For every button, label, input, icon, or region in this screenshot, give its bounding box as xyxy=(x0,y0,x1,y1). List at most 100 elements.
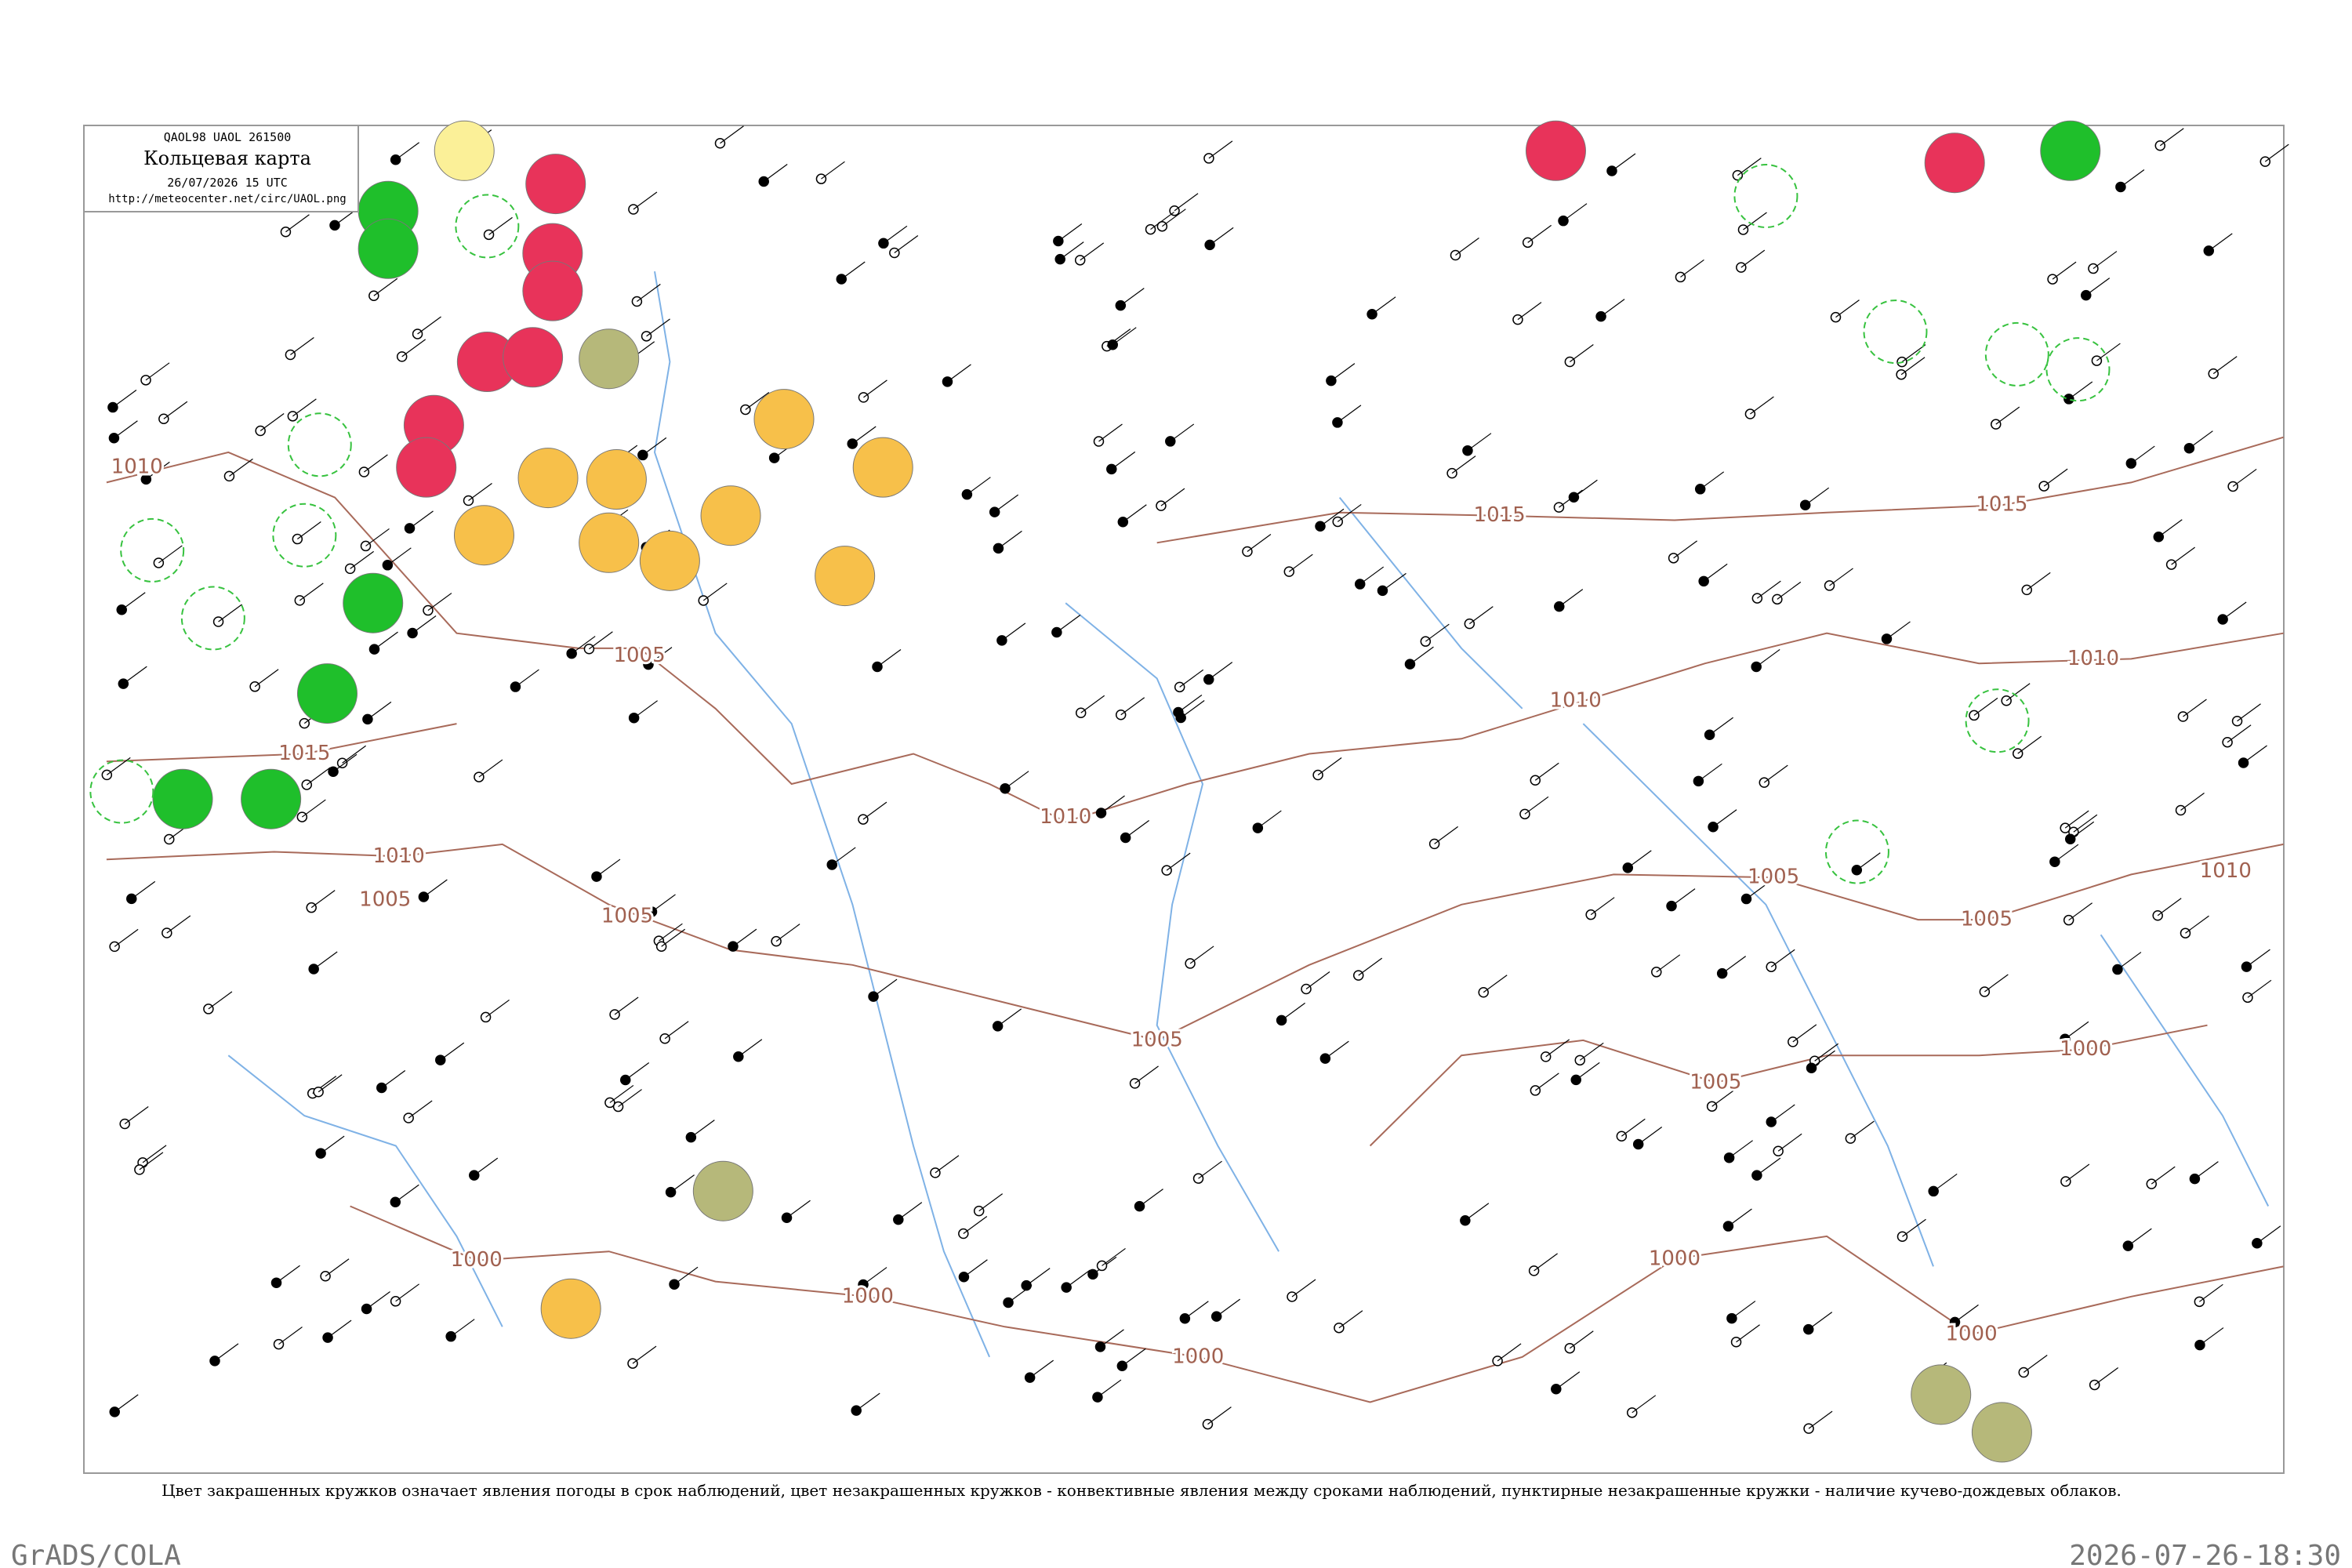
wind-barb xyxy=(1112,327,1137,346)
wind-barb xyxy=(1849,1120,1875,1139)
wind-barb xyxy=(374,631,398,650)
wind-barb xyxy=(661,928,686,947)
wind-barb xyxy=(1729,1140,1753,1159)
wind-barb xyxy=(1770,1104,1795,1123)
wind-barb xyxy=(1590,897,1615,916)
wind-barb xyxy=(1569,1330,1594,1349)
wind-barb xyxy=(659,923,683,942)
wind-barb xyxy=(296,521,321,540)
station xyxy=(1595,310,1606,322)
wind-barb xyxy=(1305,971,1330,990)
wind-barb xyxy=(121,592,146,611)
wind-barb xyxy=(2243,745,2267,764)
cb-circle xyxy=(120,517,185,583)
isobar-label: 1010 xyxy=(111,456,163,479)
wind-barb xyxy=(1125,819,1150,838)
river xyxy=(227,1054,503,1327)
wind-barb xyxy=(1160,488,1185,506)
wind-barb xyxy=(691,1120,715,1138)
wind-barb xyxy=(1703,563,1728,582)
wind-barb xyxy=(1534,1073,1559,1091)
isobar-label: 1000 xyxy=(842,1284,894,1308)
wind-barb xyxy=(1777,581,1802,600)
footer-right: 2026-07-26-18:30 xyxy=(2069,1540,2341,1568)
wind-barb xyxy=(994,494,1019,513)
wind-barb xyxy=(1621,1118,1646,1137)
wind-barb xyxy=(2194,1161,2219,1180)
wind-barb xyxy=(381,1070,406,1088)
isobar-label: 1000 xyxy=(1172,1345,1224,1368)
wind-barb xyxy=(1750,396,1774,415)
wind-barb xyxy=(1338,1310,1363,1329)
wind-barb xyxy=(1627,850,1652,869)
wind-barb xyxy=(786,1200,811,1218)
wind-barb xyxy=(166,915,191,934)
wind-barb xyxy=(1198,1160,1222,1179)
wind-barb xyxy=(1534,762,1559,781)
wind-barb xyxy=(738,1039,763,1058)
wind-barb xyxy=(365,528,390,546)
wind-barb xyxy=(863,379,887,398)
wind-barb xyxy=(254,669,279,688)
wind-barb xyxy=(625,1062,650,1080)
wind-barb xyxy=(1901,344,1926,363)
isobar-label: 1005 xyxy=(359,888,411,912)
wind-barb xyxy=(1995,406,2020,425)
weather-circle xyxy=(1971,1402,2032,1463)
wind-barb xyxy=(2158,519,2183,538)
wind-barb xyxy=(2237,703,2261,722)
wind-barb xyxy=(401,339,426,358)
wind-barb xyxy=(2070,821,2095,840)
cb-circle xyxy=(180,586,245,651)
wind-barb xyxy=(1058,223,1083,241)
wind-barb xyxy=(821,161,845,180)
wind-barb xyxy=(2096,343,2121,361)
isobar-label: 1000 xyxy=(1945,1322,1997,1345)
wind-barb xyxy=(1179,669,1204,688)
river xyxy=(1338,496,1523,710)
wind-barb xyxy=(1358,957,1383,976)
wind-barb xyxy=(1770,949,1795,967)
wind-barb xyxy=(1835,299,1860,318)
wind-barb xyxy=(2094,1367,2119,1385)
wind-barb xyxy=(1134,1065,1159,1084)
wind-barb xyxy=(1097,1379,1122,1398)
wind-barb xyxy=(1080,242,1105,261)
wind-barb xyxy=(468,482,492,501)
weather-circle xyxy=(152,768,213,829)
wind-barb xyxy=(395,1283,419,1302)
weather-circle xyxy=(343,572,404,633)
wind-barb xyxy=(1756,1157,1781,1176)
wind-barb xyxy=(1025,1268,1051,1287)
isobar-label: 1010 xyxy=(2067,647,2119,670)
wind-barb xyxy=(1579,1042,1604,1061)
wind-barb xyxy=(2171,546,2195,565)
wind-barb xyxy=(278,1327,303,1345)
wind-barb xyxy=(1207,1406,1232,1425)
wind-barb xyxy=(478,759,503,778)
wind-barb xyxy=(1731,1301,1756,1319)
wind-barb xyxy=(745,391,770,410)
wind-barb xyxy=(1955,1304,1979,1323)
wind-barb xyxy=(1455,238,1479,256)
wind-barb xyxy=(2227,724,2252,743)
river xyxy=(2100,934,2270,1207)
wind-barb xyxy=(350,550,374,569)
cb-circle xyxy=(1863,299,1928,365)
wind-barb xyxy=(2092,251,2118,270)
wind-barb xyxy=(2052,261,2077,280)
wind-barb xyxy=(2005,683,2031,702)
wind-barb xyxy=(218,604,242,622)
wind-barb xyxy=(1763,764,1788,783)
isobar xyxy=(1369,1024,2208,1147)
wind-barb xyxy=(1166,852,1191,871)
wind-barb xyxy=(998,530,1022,549)
wind-barb xyxy=(935,1155,960,1174)
wind-barb xyxy=(1208,140,1233,159)
isobar-label: 1015 xyxy=(1976,493,2027,517)
wind-barb xyxy=(596,858,621,877)
wind-barb xyxy=(1728,1208,1752,1227)
wind-barb xyxy=(1174,193,1199,212)
wind-barb xyxy=(163,401,188,419)
wind-barb xyxy=(1185,1301,1209,1319)
